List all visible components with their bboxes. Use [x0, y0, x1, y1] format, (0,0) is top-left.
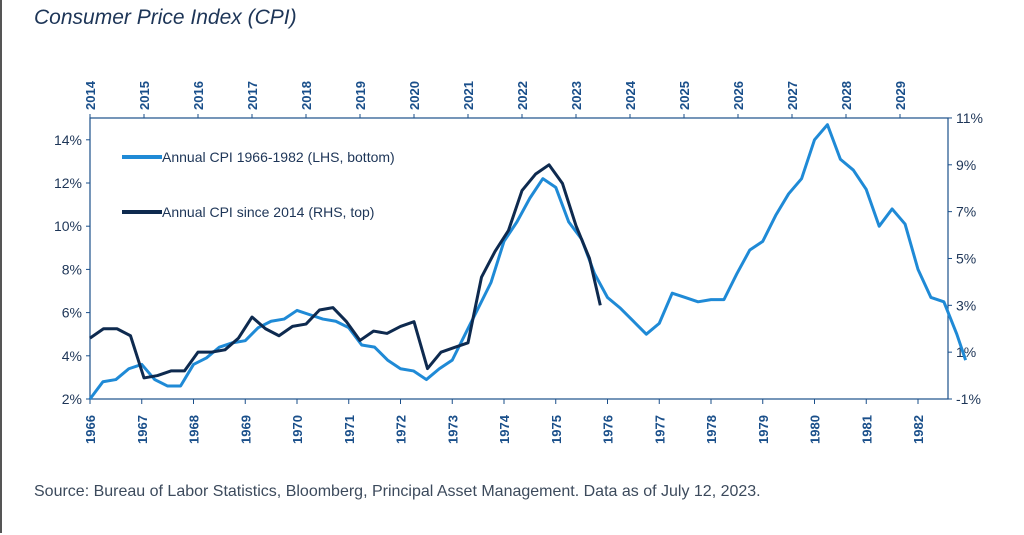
x-bottom-tick-label: 1973	[445, 415, 460, 444]
x-top-tick-label: 2014	[83, 80, 98, 110]
y-right-tick-label: 11%	[956, 110, 983, 126]
x-top-tick-label: 2019	[353, 81, 368, 110]
source-note: Source: Bureau of Labor Statistics, Bloo…	[34, 483, 761, 500]
x-bottom-tick-label: 1977	[652, 415, 667, 444]
x-top-tick-label: 2022	[515, 81, 530, 110]
x-top-tick-label: 2024	[623, 80, 638, 110]
x-top-tick-label: 2028	[839, 81, 854, 110]
x-top-tick-label: 2018	[299, 81, 314, 110]
legend-label-lhs: Annual CPI 1966-1982 (LHS, bottom)	[162, 149, 395, 165]
chart-title: Consumer Price Index (CPI)	[34, 6, 297, 29]
x-top-tick-label: 2017	[245, 81, 260, 110]
y-left-tick-label: 14%	[54, 132, 82, 148]
x-bottom-tick-label: 1981	[859, 415, 874, 444]
x-bottom-tick-label: 1969	[238, 415, 253, 444]
x-top-tick-label: 2015	[137, 81, 152, 110]
x-bottom-tick-label: 1970	[290, 415, 305, 444]
x-top-tick-label: 2016	[191, 81, 206, 110]
x-bottom-tick-label: 1980	[808, 415, 823, 444]
series-line-since-2014	[89, 163, 602, 380]
x-bottom-tick-label: 1968	[187, 415, 202, 444]
x-bottom-tick-label: 1972	[394, 415, 409, 444]
x-top-tick-label: 2025	[677, 81, 692, 110]
y-right-tick-label: -1%	[956, 391, 981, 407]
y-left-tick-label: 8%	[62, 261, 82, 277]
x-bottom-tick-label: 1974	[497, 414, 512, 444]
x-bottom-tick-label: 1978	[704, 415, 719, 444]
x-bottom-tick-label: 1975	[549, 415, 564, 444]
x-bottom-tick-label: 1967	[135, 415, 150, 444]
y-left-tick-label: 2%	[62, 391, 82, 407]
series-line-1966-1982	[88, 123, 968, 400]
x-top-tick-label: 2021	[461, 81, 476, 110]
x-bottom-tick-label: 1976	[601, 415, 616, 444]
x-bottom-tick-label: 1979	[756, 415, 771, 444]
x-top-tick-label: 2029	[893, 81, 908, 110]
y-right-tick-label: 3%	[956, 297, 976, 313]
x-top-tick-label: 2020	[407, 81, 422, 110]
y-right-tick-label: 7%	[956, 204, 976, 220]
x-bottom-tick-label: 1982	[911, 415, 926, 444]
y-left-tick-label: 4%	[62, 348, 82, 364]
y-right-tick-label: 5%	[956, 250, 976, 266]
x-top-tick-label: 2026	[731, 81, 746, 110]
x-top-tick-label: 2023	[569, 81, 584, 110]
y-left-tick-label: 12%	[54, 175, 82, 191]
y-left-tick-label: 6%	[62, 305, 82, 321]
x-bottom-tick-label: 1971	[342, 415, 357, 444]
x-top-tick-label: 2027	[785, 81, 800, 110]
y-right-tick-label: 9%	[956, 157, 976, 173]
x-bottom-tick-label: 1966	[83, 415, 98, 444]
legend-label-rhs: Annual CPI since 2014 (RHS, top)	[162, 204, 374, 220]
y-left-tick-label: 10%	[54, 218, 82, 234]
